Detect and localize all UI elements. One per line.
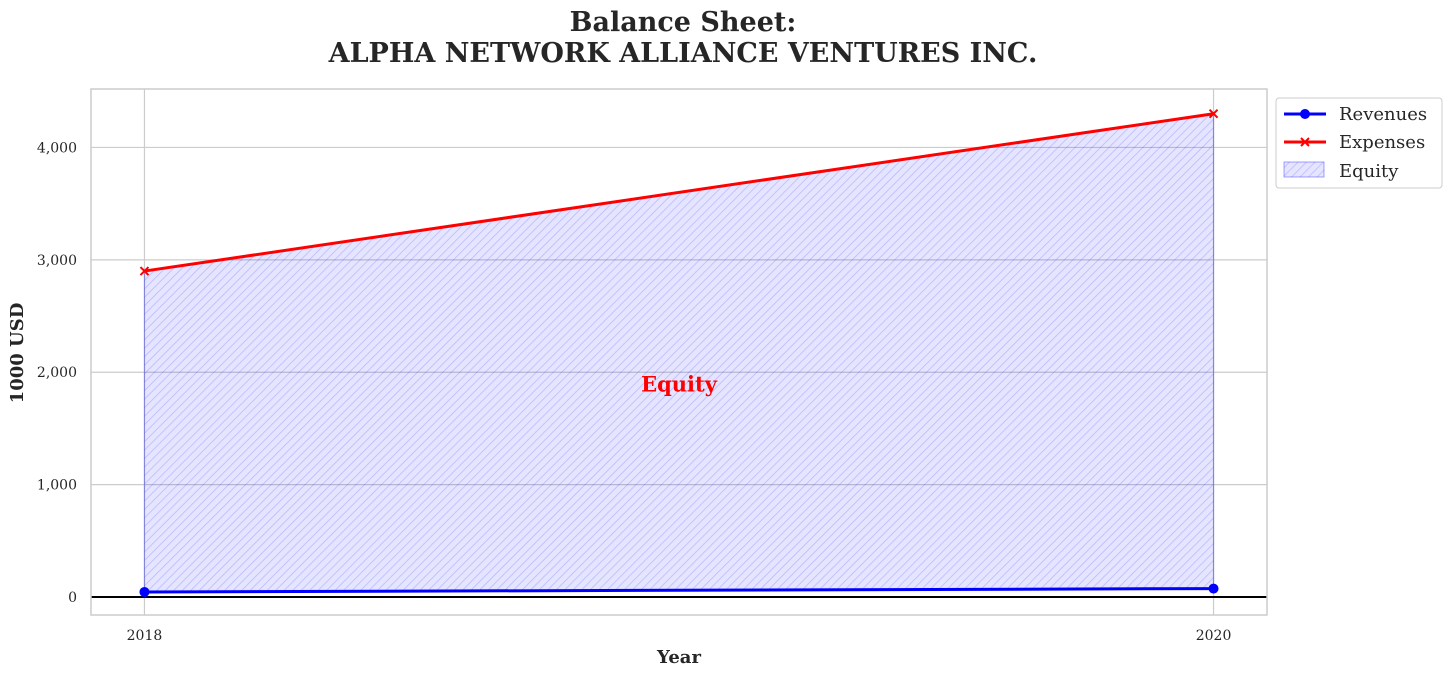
- legend: Revenues Expenses Equity: [1275, 97, 1443, 189]
- legend-item-equity: Equity: [1283, 161, 1399, 182]
- chart-title: Balance Sheet: ALPHA NETWORK ALLIANCE VE…: [328, 7, 1038, 69]
- equity-area: [143, 113, 1215, 593]
- equity-area-layer: [143, 113, 1215, 593]
- expenses-line: [144, 112, 1214, 273]
- legend-expenses-label: Expenses: [1339, 132, 1425, 153]
- y-tick-label: 3,000: [37, 253, 77, 269]
- chart-title-line-2: ALPHA NETWORK ALLIANCE VENTURES INC.: [328, 38, 1038, 69]
- plot-frame: [90, 88, 1268, 616]
- legend-item-expenses: Expenses: [1284, 132, 1425, 153]
- equity-annotation: Equity: [641, 371, 718, 396]
- y-axis-label: 1000 USD: [7, 303, 28, 404]
- expenses-point: [1208, 109, 1219, 119]
- tick-labels: 0 1,000 2,000 3,000 4,000 2018 2020: [37, 140, 1231, 644]
- legend-expenses-marker: [1300, 137, 1310, 147]
- chart-title-line-1: Balance Sheet:: [570, 7, 797, 38]
- legend-equity-label: Equity: [1339, 161, 1399, 182]
- legend-revenues-label: Revenues: [1339, 104, 1427, 125]
- expenses-point: [139, 266, 150, 276]
- revenues-point: [139, 586, 150, 597]
- x-axis-label: Year: [656, 647, 701, 668]
- legend-item-revenues: Revenues: [1284, 104, 1427, 125]
- x-tick-label: 2018: [127, 628, 163, 644]
- y-tick-label: 4,000: [37, 140, 77, 156]
- series-layer: [139, 109, 1219, 597]
- legend-revenues-marker: [1300, 109, 1310, 119]
- legend-equity-swatch: [1283, 161, 1325, 178]
- y-tick-label: 2,000: [37, 365, 77, 381]
- revenues-line: [144, 587, 1214, 594]
- revenues-point: [1208, 583, 1219, 594]
- y-tick-label: 0: [68, 590, 77, 606]
- y-tick-label: 1,000: [37, 478, 77, 494]
- x-tick-label: 2020: [1196, 628, 1232, 644]
